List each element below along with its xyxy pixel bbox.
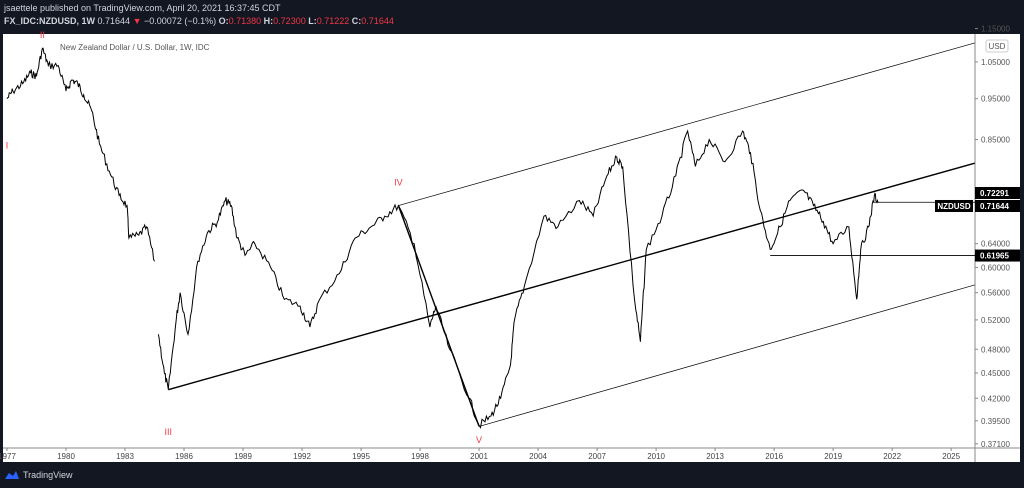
symbol-tag-label: NZDUSD [937, 202, 971, 211]
y-tick-label: 0.85000 [981, 136, 1010, 145]
x-tick-label: 2025 [942, 452, 960, 461]
price-tag-value: 0.71644 [980, 202, 1009, 211]
x-tick-label: 1986 [175, 452, 193, 461]
price-line [6, 47, 879, 429]
x-tick-label: 2004 [529, 452, 547, 461]
x-tick-label: 2007 [588, 452, 606, 461]
price-tag [975, 186, 1020, 199]
x-tick-label: 2019 [824, 452, 842, 461]
price-tag-value: 0.72291 [980, 189, 1009, 198]
wave-label: V [476, 435, 482, 445]
trendline [398, 42, 975, 206]
x-tick-label: 1983 [116, 452, 134, 461]
y-tick-label: 1.05000 [981, 58, 1010, 67]
y-tick-label: 0.48000 [981, 345, 1010, 354]
y-tick-label: 0.64000 [981, 240, 1010, 249]
high-label: H: [263, 16, 274, 26]
wave-label: I [6, 140, 9, 150]
x-tick-label: 2016 [765, 452, 783, 461]
change: −0.00072 (−0.1%) [144, 16, 217, 26]
x-tick-label: 2001 [470, 452, 488, 461]
footer-brand[interactable]: TradingView [4, 470, 73, 480]
y-tick-label: 0.60000 [981, 263, 1010, 272]
x-tick-label: 1980 [57, 452, 75, 461]
y-tick-label: 0.42000 [981, 394, 1010, 403]
trendline [168, 162, 975, 391]
price-tag [975, 199, 1020, 212]
y-tick-label: 0.37100 [981, 440, 1010, 449]
close-value: 0.71644 [361, 16, 394, 26]
x-tick-label: 1989 [234, 452, 252, 461]
high-value: 0.72300 [273, 16, 306, 26]
y-tick-label: 0.39500 [981, 417, 1010, 426]
y-tick-label: 1.15000 [981, 25, 1010, 34]
open-value: 0.71380 [228, 16, 262, 26]
currency-badge-text: USD [989, 42, 1006, 51]
low-label: L: [308, 16, 317, 26]
price-tag [975, 249, 1020, 262]
x-tick-label: 1992 [293, 452, 311, 461]
down-arrow-icon: ▼ [132, 16, 142, 26]
symbol: FX_IDC:NZDUSD, 1W [4, 16, 96, 26]
y-tick-label: 0.52000 [981, 316, 1010, 325]
x-tick-label: 2010 [647, 452, 665, 461]
last-price: 0.71644 [97, 16, 131, 26]
x-tick-label: 1998 [411, 452, 429, 461]
x-tick-label: 2022 [883, 452, 901, 461]
y-tick-label: 0.56000 [981, 289, 1010, 298]
low-value: 0.71222 [316, 16, 350, 26]
close-label: C: [351, 16, 362, 26]
y-tick-label: 0.95000 [981, 95, 1010, 104]
price-tag-value: 0.61965 [980, 252, 1009, 261]
symbol-line: FX_IDC:NZDUSD, 1W 0.71644 ▼ −0.00072 (−0… [4, 16, 394, 26]
y-tick-label: 0.45000 [981, 369, 1010, 378]
wave-label: III [165, 427, 173, 437]
x-tick-label: 1995 [352, 452, 370, 461]
brand-name: TradingView [23, 470, 73, 480]
trendline [478, 284, 975, 427]
x-tick-label: 2013 [706, 452, 724, 461]
publisher-line: jsaettele published on TradingView.com, … [4, 3, 281, 13]
currency-badge[interactable] [985, 39, 1009, 53]
wave-label: IV [394, 177, 403, 187]
symbol-tag [935, 199, 973, 212]
wave-label: II [40, 30, 45, 40]
chart-title: New Zealand Dollar / U.S. Dollar, 1W, ID… [60, 43, 210, 52]
open-label: O: [218, 16, 229, 26]
x-tick-label: 1977 [0, 452, 16, 461]
tradingview-cloud-icon [5, 471, 19, 479]
chart-background [3, 34, 1020, 462]
